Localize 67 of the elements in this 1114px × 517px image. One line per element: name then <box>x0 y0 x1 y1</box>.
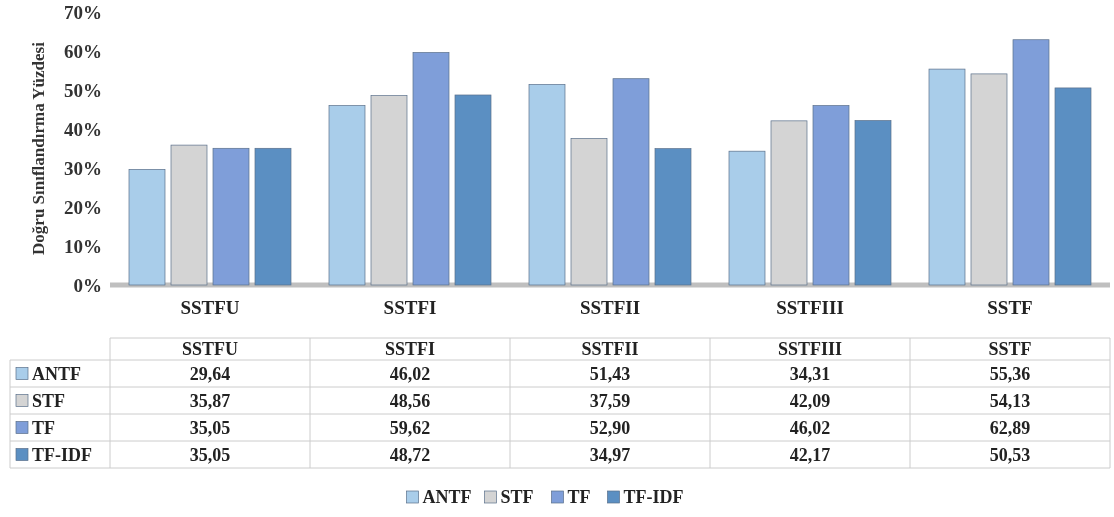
data-label: 34,31 <box>789 363 831 384</box>
data-label: 42,09 <box>789 390 831 411</box>
legend-label: TF-IDF <box>623 487 684 507</box>
bar <box>1012 39 1050 286</box>
category-label: SSTF <box>988 339 1032 359</box>
data-label: 42,17 <box>789 444 831 465</box>
legend-label: ANTF <box>32 363 81 384</box>
y-tick-label: 50% <box>64 79 102 101</box>
x-tick-label: SSTFI <box>383 297 437 318</box>
y-tick-label: 60% <box>64 40 102 62</box>
data-label: 35,05 <box>189 444 231 465</box>
legend-label: TF <box>567 487 591 507</box>
data-label: 48,72 <box>389 444 431 465</box>
bar <box>612 78 650 286</box>
bar <box>570 138 608 286</box>
bar <box>328 105 366 286</box>
data-label: 34,97 <box>589 444 631 465</box>
bar <box>528 84 566 286</box>
data-label: 48,56 <box>389 390 431 411</box>
x-tick-label: SSTF <box>987 297 1033 318</box>
bar <box>170 144 208 286</box>
y-axis-title: Doğru Sınıflandırma Yüzdesi <box>29 41 48 255</box>
bar <box>1054 87 1092 286</box>
data-label: 59,62 <box>389 417 431 438</box>
bar <box>254 147 292 286</box>
text: ANTF <box>422 487 472 507</box>
bar <box>770 120 808 286</box>
legend-label: STF <box>32 390 66 411</box>
y-tick-label: 0% <box>73 274 102 296</box>
text: STF <box>500 487 534 507</box>
x-tick-label: SSTFU <box>180 297 240 318</box>
x-tick-label: SSTFIII <box>776 297 844 318</box>
category-label: SSTFU <box>181 339 239 359</box>
data-label: 37,59 <box>589 390 631 411</box>
bar <box>128 169 166 286</box>
bar <box>654 148 692 286</box>
data-label: 50,53 <box>989 444 1031 465</box>
bar <box>212 147 250 286</box>
data-label: 51,43 <box>589 363 631 384</box>
category-label: SSTFIII <box>777 339 843 359</box>
bar <box>728 150 766 286</box>
text: TF <box>32 417 56 438</box>
bar <box>454 94 492 286</box>
data-label: 29,64 <box>189 363 231 384</box>
bar <box>812 105 850 286</box>
category-label: SSTFII <box>581 339 639 359</box>
y-tick-label: 40% <box>64 118 102 140</box>
y-tick-label: 30% <box>64 157 102 179</box>
data-label: 35,87 <box>189 390 231 411</box>
data-label: 46,02 <box>789 417 831 438</box>
category-label: SSTFI <box>384 339 436 359</box>
data-label: 62,89 <box>989 417 1031 438</box>
bar <box>970 73 1008 286</box>
data-label: 54,13 <box>989 390 1031 411</box>
y-tick-label: 20% <box>64 196 102 218</box>
bar <box>370 95 408 286</box>
data-label: 46,02 <box>389 363 431 384</box>
bar <box>412 52 450 286</box>
bar <box>928 68 966 286</box>
text: TF-IDF <box>32 444 92 465</box>
y-tick-label: 70% <box>64 1 102 23</box>
data-label: 52,90 <box>589 417 631 438</box>
x-tick-label: SSTFII <box>579 297 641 318</box>
y-tick-label: 10% <box>64 235 102 257</box>
bar <box>854 120 892 286</box>
data-label: 35,05 <box>189 417 231 438</box>
data-label: 55,36 <box>989 363 1031 384</box>
